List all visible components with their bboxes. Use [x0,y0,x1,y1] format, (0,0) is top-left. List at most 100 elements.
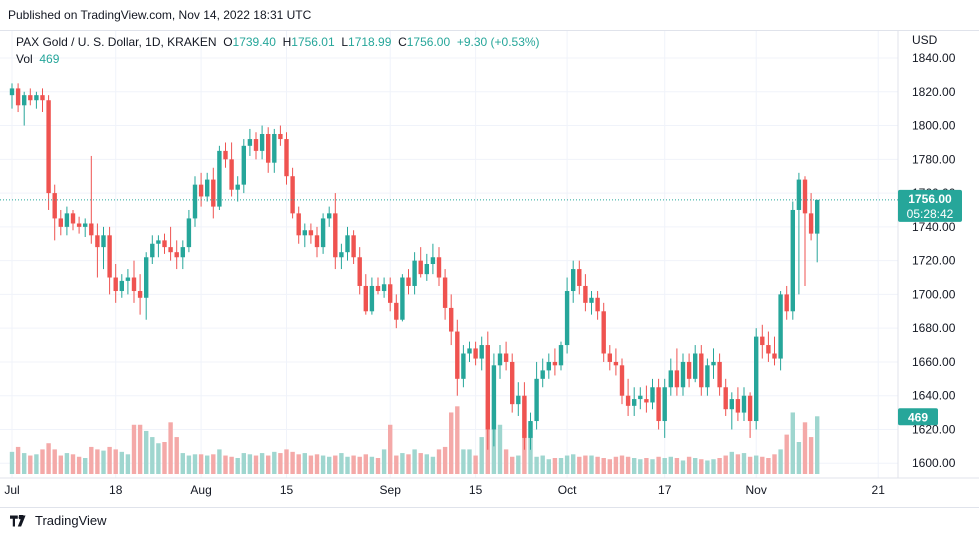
y-tick-label: 1820.00 [912,85,956,99]
low-label: L [341,35,349,49]
volume-bar [802,422,808,474]
y-tick-label: 1780.00 [912,152,956,166]
volume-bar [150,437,155,474]
volume-bar [308,455,314,474]
candle-body [144,257,149,298]
candle-body [339,252,344,258]
candle-body [699,353,704,388]
candle-body [644,399,649,403]
volume-bar [632,458,637,474]
volume-bar [784,434,789,474]
candle-body [131,277,137,292]
volume-bar [314,454,320,474]
candle-body [430,257,436,265]
volume-bar [15,446,21,474]
volume-bar [790,412,795,474]
volume-bar [558,458,564,474]
candle-body [558,345,564,366]
volume-bar [607,459,612,474]
candle-body [247,139,253,146]
volume-bar [375,458,381,474]
candle-body [137,291,143,298]
candle-body [796,179,802,210]
volume-bar [272,451,277,474]
candle-body [674,370,680,388]
candle-body [705,365,710,388]
candle-body [64,213,70,227]
candle-body [223,150,228,160]
volume-bar [815,416,820,474]
volume-bar [455,406,460,474]
volume-bar [705,460,710,474]
candle-body [754,336,759,422]
volume-bar [796,442,802,474]
volume-bar [473,455,478,474]
countdown-label: 05:28:42 [907,207,954,221]
last-volume-box [898,408,938,426]
candle-body [272,133,277,163]
volume-bar [674,458,680,474]
candle-body [442,277,448,308]
volume-bar [424,454,429,474]
volume-bar [284,449,289,474]
volume-bar [766,458,771,474]
candle-body [70,213,76,224]
volume-bar [540,455,545,474]
candle-body [564,291,570,346]
volume-bar [723,455,728,474]
volume-bar [192,454,198,474]
volume-bar [137,424,143,474]
candle-body [686,361,692,379]
candle-body [577,269,582,286]
candle-body [589,297,594,303]
volume-bar [516,455,521,474]
x-tick-label: Aug [190,483,211,497]
candle-body [375,285,381,292]
candle-body [290,176,295,214]
volume-bar [76,456,82,474]
volume-bar [22,453,27,474]
candle-body [497,353,503,366]
published-line: Published on TradingView.com, Nov 14, 20… [8,8,312,22]
candle-body [83,223,88,227]
candle-body [528,421,533,438]
volume-bar [113,449,118,474]
volume-bar [552,458,558,474]
volume-bar [357,456,362,474]
candle-body [613,361,619,366]
volume-bar [46,443,51,474]
last-price-label: 1756.00 [908,192,952,206]
volume-bar [589,455,594,474]
volume-bar [699,459,704,474]
volume-bar [363,454,368,474]
volume-bar [369,456,375,474]
footer-brand[interactable]: TradingView [10,513,107,528]
candle-body [9,88,15,96]
volume-bar [418,453,423,474]
last-volume-label: 469 [908,410,928,424]
candle-body [717,361,722,388]
candle-body [449,307,454,332]
x-tick-label: Jul [4,483,19,497]
volume-bar [449,412,454,474]
volume-value: 469 [39,52,60,66]
last-price-box [898,189,962,222]
candle-body [369,285,375,312]
volume-bar [107,446,112,474]
volume-bar [290,451,295,474]
x-tick-label: Nov [746,483,767,497]
candle-body [638,395,643,400]
candle-body [766,345,771,354]
candle-body [741,395,747,413]
candle-body [650,387,655,403]
volume-bar [333,455,338,474]
candle-body [95,235,100,248]
candle-body [205,179,210,197]
candle-body [723,387,728,410]
candle-body [320,218,326,248]
candle-body [363,285,368,312]
volume-bar [741,453,747,474]
volume-bar [52,449,57,474]
candle-body [772,353,777,359]
